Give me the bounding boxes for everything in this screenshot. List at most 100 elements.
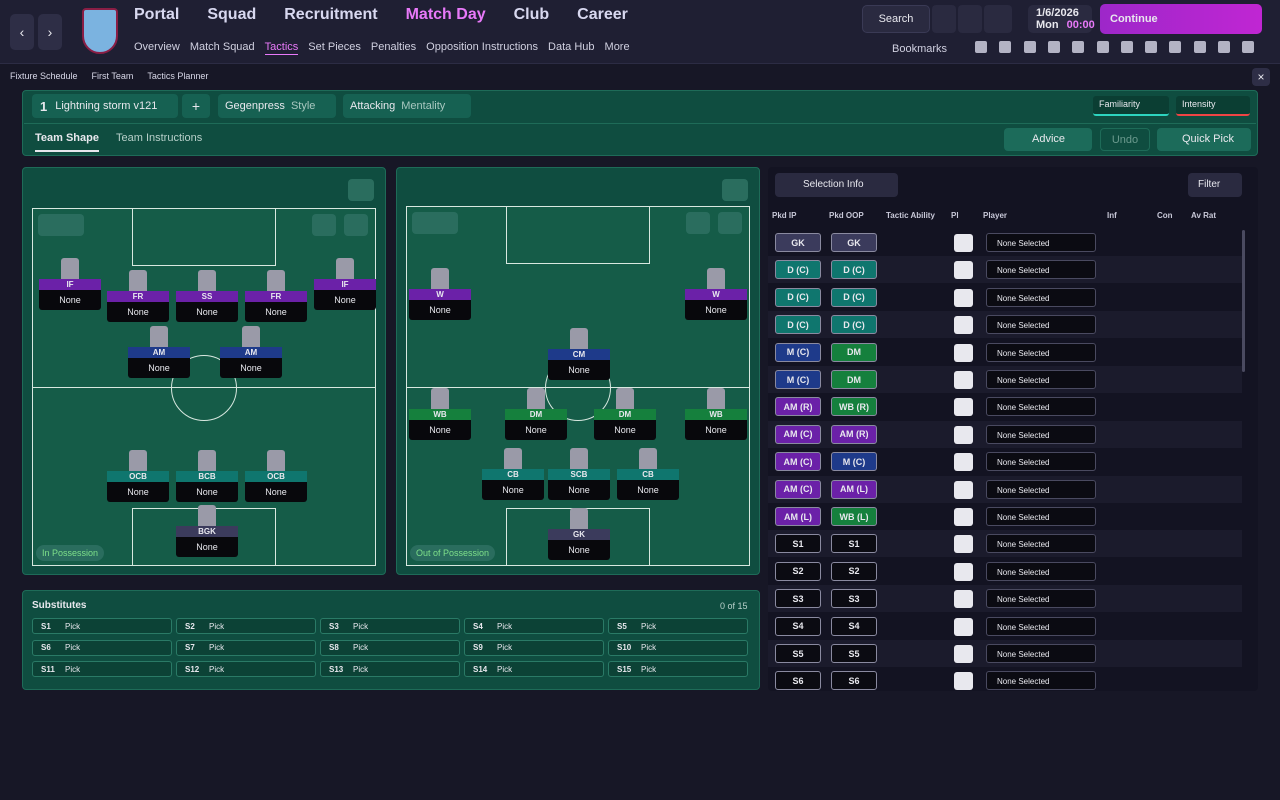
- settings-button[interactable]: [984, 5, 1012, 33]
- expand-button[interactable]: [344, 214, 368, 236]
- substitute-slot[interactable]: S5 Pick: [608, 618, 748, 634]
- toolbar-icon[interactable]: [1096, 41, 1109, 53]
- player-info-button[interactable]: [954, 508, 973, 526]
- substitute-slot[interactable]: S6 Pick: [32, 639, 172, 656]
- player-slot[interactable]: None: [685, 300, 747, 320]
- back-button[interactable]: ‹: [10, 14, 34, 50]
- breadcrumb-item[interactable]: Fixture Schedule: [10, 71, 78, 81]
- player-dropdown[interactable]: None Selected: [986, 315, 1096, 335]
- sub-menu-item[interactable]: Match Squad: [189, 41, 255, 53]
- toolbar-icon[interactable]: [1023, 41, 1036, 53]
- player-info-button[interactable]: [954, 316, 973, 335]
- substitute-slot[interactable]: S3 Pick: [320, 618, 460, 634]
- player-slot[interactable]: None: [685, 420, 747, 440]
- toolbar-icon[interactable]: [1072, 41, 1085, 53]
- bookmark-icon-button[interactable]: [932, 5, 956, 33]
- sub-menu-item[interactable]: Data Hub: [548, 41, 595, 53]
- player-info-button[interactable]: [954, 617, 973, 636]
- player-slot[interactable]: None: [594, 420, 656, 440]
- tactic-select[interactable]: 1 Lightning storm v121: [32, 94, 178, 118]
- menu-item[interactable]: Club: [513, 6, 550, 23]
- substitute-slot[interactable]: S9 Pick: [464, 639, 604, 656]
- toolbar-icon[interactable]: [999, 41, 1012, 53]
- toolbar-icon[interactable]: [1047, 41, 1060, 53]
- continue-button[interactable]: Continue: [1100, 4, 1262, 34]
- substitute-slot[interactable]: S2 Pick: [176, 618, 316, 634]
- substitute-slot[interactable]: S13 Pick: [320, 661, 460, 677]
- player-slot[interactable]: None: [107, 482, 169, 502]
- menu-item[interactable]: Career: [577, 6, 628, 23]
- breadcrumb-item[interactable]: Tactics Planner: [147, 71, 209, 81]
- player-info-button[interactable]: [954, 562, 973, 581]
- quick-pick-button[interactable]: Quick Pick: [1157, 128, 1251, 151]
- player-slot[interactable]: None: [505, 420, 567, 440]
- club-icon-button[interactable]: [958, 5, 982, 33]
- substitute-slot[interactable]: S8 Pick: [320, 639, 460, 656]
- sub-menu-item[interactable]: Opposition Instructions: [426, 41, 539, 53]
- player-dropdown[interactable]: None Selected: [986, 507, 1096, 526]
- pitch-settings-button[interactable]: [722, 179, 748, 201]
- toolbar-icon[interactable]: [1145, 41, 1158, 53]
- player-info-button[interactable]: [954, 343, 973, 362]
- substitute-slot[interactable]: S14 Pick: [464, 661, 604, 677]
- menu-item[interactable]: Match Day: [405, 6, 486, 23]
- toolbar-icon[interactable]: [1242, 41, 1255, 53]
- search-button[interactable]: Search: [862, 5, 930, 33]
- advice-button[interactable]: Advice: [1004, 128, 1092, 151]
- player-slot[interactable]: None: [245, 482, 307, 502]
- player-info-button[interactable]: [954, 453, 973, 472]
- player-info-button[interactable]: [954, 425, 973, 444]
- undo-button[interactable]: Undo: [1100, 128, 1150, 151]
- player-dropdown[interactable]: None Selected: [986, 534, 1096, 554]
- substitute-slot[interactable]: S7 Pick: [176, 639, 316, 656]
- bookmarks[interactable]: Bookmarks: [892, 43, 948, 55]
- selection-info-button[interactable]: Selection Info: [775, 173, 898, 197]
- player-dropdown[interactable]: None Selected: [986, 287, 1096, 307]
- player-dropdown[interactable]: None Selected: [986, 671, 1096, 690]
- player-slot[interactable]: None: [39, 290, 101, 310]
- player-dropdown[interactable]: None Selected: [986, 616, 1096, 636]
- sub-menu-item[interactable]: More: [604, 41, 630, 53]
- player-info-button[interactable]: [954, 590, 973, 609]
- forward-button[interactable]: ›: [38, 14, 62, 50]
- sub-menu-item[interactable]: Set Pieces: [308, 41, 361, 53]
- expand-button[interactable]: [718, 212, 742, 234]
- player-slot[interactable]: None: [107, 302, 169, 322]
- player-info-button[interactable]: [954, 398, 973, 417]
- player-slot[interactable]: None: [245, 302, 307, 322]
- toolbar-icon[interactable]: [1218, 41, 1230, 53]
- player-slot[interactable]: None: [617, 480, 679, 500]
- menu-item[interactable]: Portal: [134, 6, 180, 23]
- player-slot[interactable]: None: [176, 302, 238, 322]
- player-info-button[interactable]: [954, 645, 973, 663]
- sub-menu-item[interactable]: Tactics: [264, 41, 299, 55]
- substitute-slot[interactable]: S11 Pick: [32, 661, 172, 677]
- player-dropdown[interactable]: None Selected: [986, 397, 1096, 417]
- substitute-slot[interactable]: S15 Pick: [608, 661, 748, 677]
- toolbar-icon[interactable]: [1120, 41, 1133, 53]
- arrange-button[interactable]: [312, 214, 336, 236]
- menu-item[interactable]: Recruitment: [284, 6, 378, 23]
- player-slot[interactable]: None: [314, 290, 376, 310]
- breadcrumb-item[interactable]: First Team: [91, 71, 134, 81]
- player-slot[interactable]: None: [220, 358, 282, 378]
- player-dropdown[interactable]: None Selected: [986, 452, 1096, 472]
- arrange-button[interactable]: [686, 212, 710, 234]
- player-info-button[interactable]: [954, 261, 973, 280]
- player-dropdown[interactable]: None Selected: [986, 260, 1096, 280]
- player-slot[interactable]: None: [409, 300, 471, 320]
- player-dropdown[interactable]: None Selected: [986, 370, 1096, 389]
- style-select[interactable]: Gegenpress Style: [218, 94, 336, 118]
- player-info-button[interactable]: [954, 371, 973, 389]
- player-info-button[interactable]: [954, 480, 973, 499]
- toolbar-icon[interactable]: [975, 41, 987, 53]
- substitute-slot[interactable]: S1 Pick: [32, 618, 172, 634]
- player-slot[interactable]: None: [548, 540, 610, 560]
- player-info-button[interactable]: [954, 672, 973, 690]
- menu-item[interactable]: Squad: [207, 6, 257, 23]
- player-dropdown[interactable]: None Selected: [986, 233, 1096, 252]
- close-button[interactable]: ×: [1252, 68, 1270, 86]
- sub-menu-item[interactable]: Penalties: [370, 41, 417, 53]
- player-slot[interactable]: None: [548, 480, 610, 500]
- pitch-settings-button[interactable]: [348, 179, 374, 201]
